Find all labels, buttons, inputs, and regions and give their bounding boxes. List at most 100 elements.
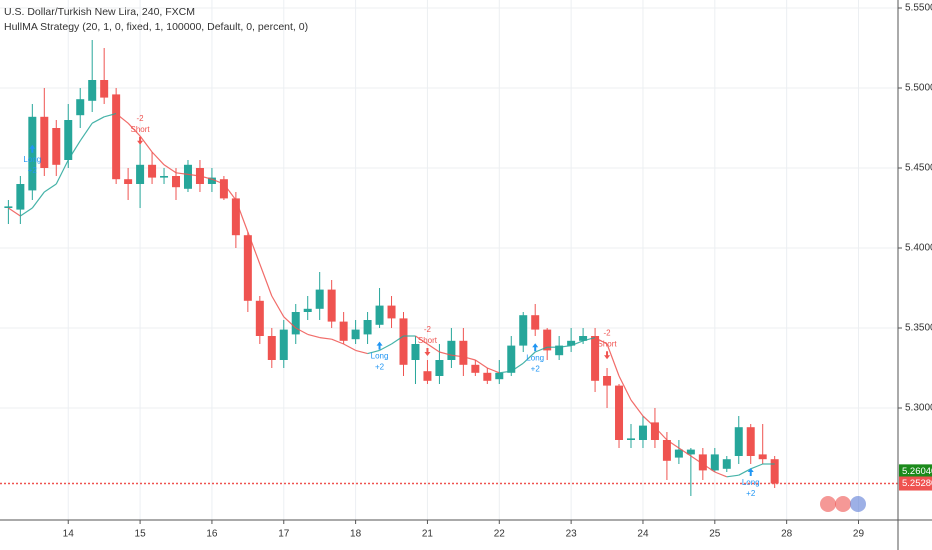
x-tick-label: 29 [853,529,865,540]
candle-body [363,320,372,335]
plot: Long +2 -2 Short Long +2 -2 Short Long +2 -2 Short L… [0,40,898,498]
indicator-title: HullMA Strategy (20, 1, 0, fixed, 1, 100… [4,21,308,33]
price-tag-label: 5.25280 [902,478,932,489]
hma-segment [175,172,189,175]
hma-segment [115,113,129,124]
hma-segment [187,173,201,177]
candle-body [483,372,492,381]
price-tag-label: 5.26040 [902,466,932,477]
x-tick-label: 14 [63,529,75,540]
chart-title: U.S. Dollar/Turkish New Lira, 240, FXCM [4,6,195,18]
candle-body [603,376,612,386]
hma-segment [594,337,608,345]
hma-segment [427,343,440,353]
hma-segment [104,113,117,118]
hma-segment [91,116,105,124]
candle-body [722,459,731,469]
hma-segment [139,135,153,153]
hma-segment [522,351,536,364]
candle-body [579,336,588,341]
candle-body [207,177,216,184]
hma-segment [211,178,225,185]
x-tick-label: 21 [422,529,434,540]
candle-body [638,425,647,440]
candle-body [674,449,683,458]
candle-body [267,336,276,360]
hma-segment [31,191,45,209]
hma-segment [582,337,596,342]
hma-segment [20,207,33,217]
candle-body [183,164,192,189]
hma-segment [8,207,21,217]
hma-segment [439,351,452,356]
trade-side: Short [597,339,617,348]
hma-segment [223,183,237,201]
candle-body [423,371,432,381]
candle-body [698,454,707,471]
candle-body [686,449,695,455]
trade-side: Short [131,125,151,134]
trade-arrow [376,341,383,350]
trade-arrow [604,351,611,360]
candle-body [16,184,25,210]
candle-body [279,329,288,360]
hma-segment [714,471,728,478]
hma-segment [750,463,763,470]
candle-body [88,80,97,101]
hma-segment [678,447,692,457]
candle-body [626,438,635,440]
hma-segment [355,349,368,355]
candle-body [375,305,384,325]
hma-segment [726,474,739,478]
candle-body [64,120,73,160]
candle-body [327,289,336,322]
candle-body [447,340,456,360]
candle-body [746,427,755,456]
candle-body [52,128,61,165]
hma-segment [559,345,572,348]
candle-body [124,179,133,184]
y-tick-label: 5.35000 [905,323,932,334]
x-tick-label: 23 [566,529,578,540]
hma-segment [487,367,500,374]
candle-body [471,364,480,373]
candle-body [303,308,312,312]
hma-segment [654,426,668,441]
hma-segment [283,316,297,329]
y-tick-label: 5.45000 [905,163,932,174]
trade-qty: +2 [746,489,756,498]
candle-body [76,99,85,116]
x-tick-label: 17 [278,529,290,540]
hma-segment [690,455,704,465]
hma-segment [510,362,524,372]
trade-arrow [29,144,36,153]
candle-body [28,116,37,191]
x-tick-label: 24 [637,529,649,540]
trade-qty: +2 [531,364,541,373]
candle-body [315,289,324,309]
candle-body [758,454,767,460]
candle-body [291,312,300,335]
y-tick-label: 5.30000 [905,403,932,414]
trade-side: Long [371,352,389,361]
candle-body [459,340,468,365]
hma-segment [271,295,285,318]
candle-body [148,164,157,178]
candle-body [435,360,444,376]
candle-body [219,179,228,199]
hma-segment [43,183,57,193]
hma-segment [451,354,464,358]
hma-segment [79,122,93,142]
candle-body [243,235,252,301]
hma-segment [343,343,356,351]
x-tick-label: 28 [781,529,793,540]
candle-body [650,422,659,440]
candle-body [519,315,528,346]
hma-segment [199,175,213,180]
hma-segment [666,439,680,449]
trade-side: Long [742,478,760,487]
y-tick-label: 5.55000 [905,3,932,14]
grid [0,0,898,520]
candle-body [543,329,552,351]
